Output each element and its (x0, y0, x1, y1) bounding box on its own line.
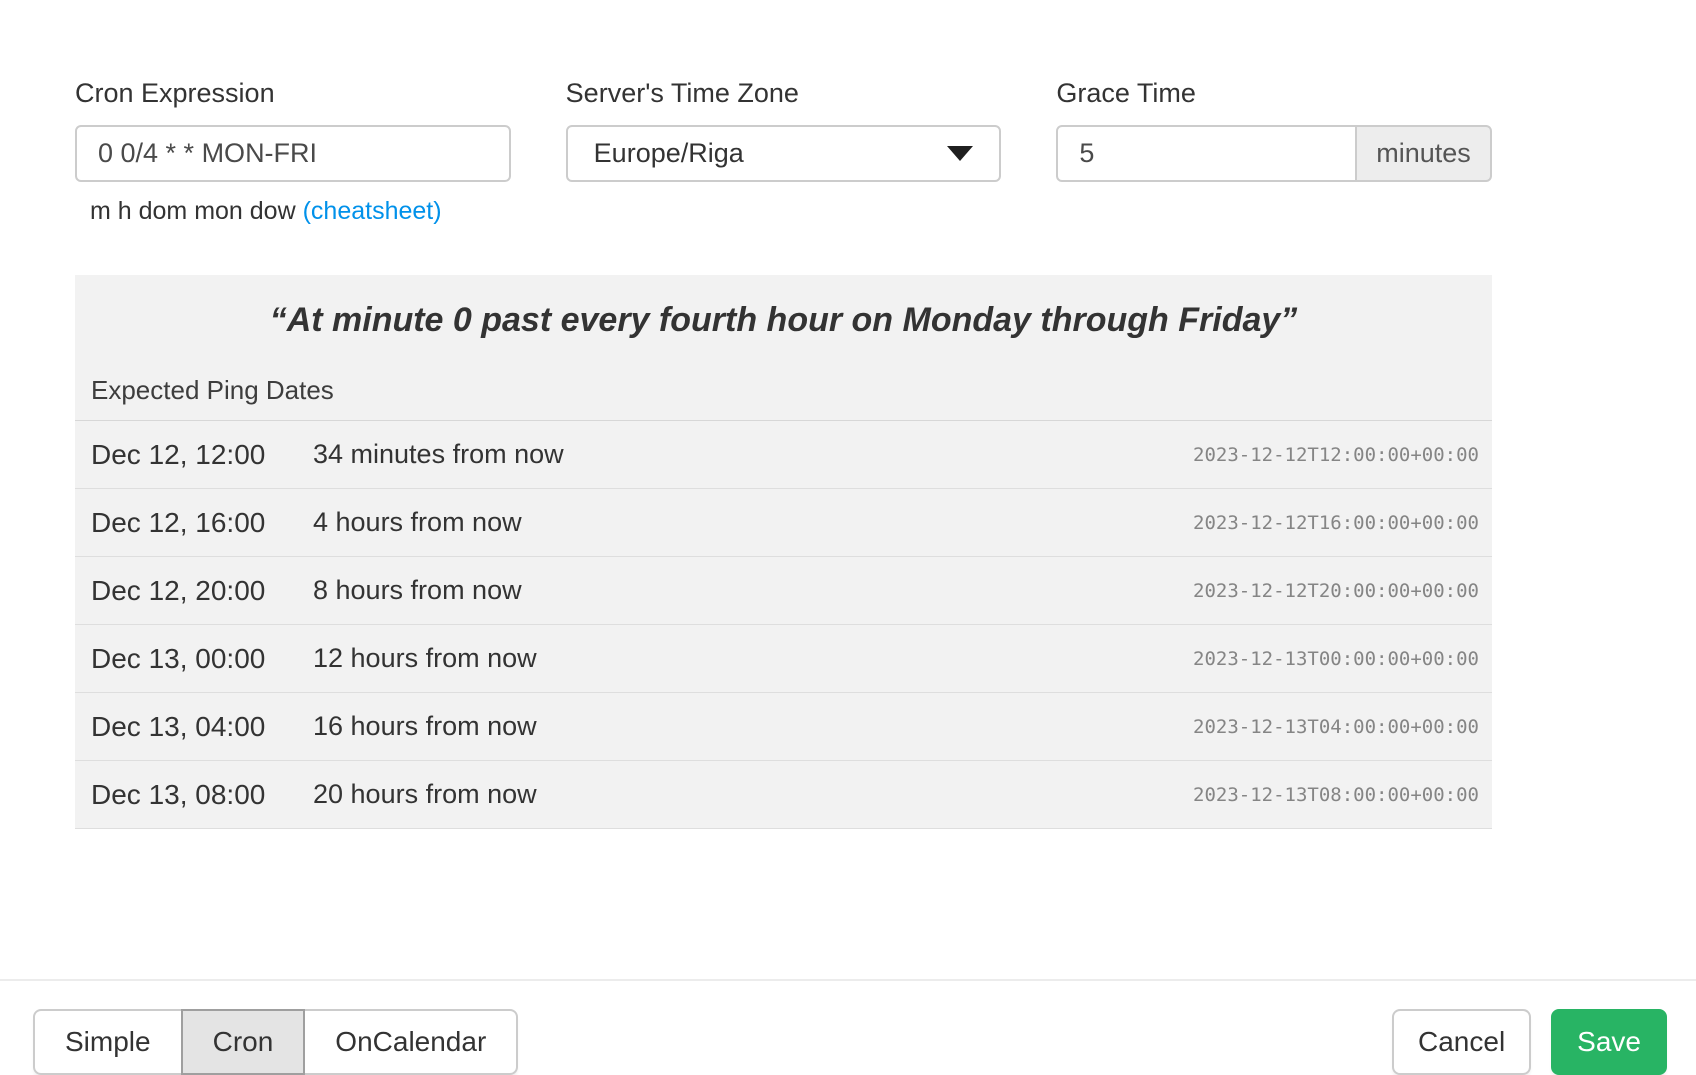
timezone-selected-value: Europe/Riga (593, 138, 744, 168)
footer-divider (0, 979, 1696, 981)
footer-action-buttons: Cancel Save (1392, 1009, 1667, 1075)
cancel-button[interactable]: Cancel (1392, 1009, 1532, 1075)
expected-ping-dates-table: Dec 12, 12:00 34 minutes from now 2023-1… (75, 420, 1492, 829)
grace-time-input[interactable] (1056, 125, 1358, 182)
ping-relative-time: 34 minutes from now (313, 439, 564, 469)
cron-expression-field: Cron Expression m h dom mon dow (cheatsh… (75, 78, 511, 226)
ping-relative-time: 12 hours from now (313, 643, 537, 673)
timezone-select[interactable]: Europe/Riga (565, 125, 1002, 182)
dialog-footer: Simple Cron OnCalendar Cancel Save (0, 981, 1696, 1075)
ping-iso-timestamp: 2023-12-13T00:00:00+00:00 (1193, 647, 1479, 670)
schedule-fields-row: Cron Expression m h dom mon dow (cheatsh… (75, 78, 1493, 226)
schedule-mode-group: Simple Cron OnCalendar (33, 1009, 519, 1075)
grace-time-field: Grace Time minutes (1056, 78, 1493, 226)
ping-date-row: Dec 12, 16:00 4 hours from now 2023-12-1… (75, 489, 1492, 557)
cron-helper-text: m h dom mon dow (cheatsheet) (90, 197, 511, 226)
cheatsheet-link[interactable]: (cheatsheet) (302, 197, 442, 225)
grace-time-input-group: minutes (1056, 125, 1493, 182)
ping-relative-time: 8 hours from now (313, 575, 522, 605)
ping-date-row: Dec 12, 12:00 34 minutes from now 2023-1… (75, 421, 1492, 489)
ping-iso-timestamp: 2023-12-12T20:00:00+00:00 (1193, 579, 1479, 602)
ping-date-row: Dec 13, 08:00 20 hours from now 2023-12-… (75, 761, 1492, 829)
ping-date: Dec 13, 04:00 (91, 710, 266, 742)
ping-iso-timestamp: 2023-12-13T08:00:00+00:00 (1193, 783, 1479, 806)
cron-field-order-hint: m h dom mon dow (90, 197, 296, 225)
ping-date: Dec 12, 16:00 (91, 506, 266, 538)
schedule-preview-panel: “At minute 0 past every fourth hour on M… (75, 275, 1492, 829)
save-button[interactable]: Save (1551, 1009, 1667, 1075)
ping-iso-timestamp: 2023-12-12T12:00:00+00:00 (1193, 443, 1479, 466)
timezone-label: Server's Time Zone (565, 78, 799, 108)
ping-relative-time: 4 hours from now (313, 507, 522, 537)
schedule-dialog-body: Cron Expression m h dom mon dow (cheatsh… (75, 0, 1493, 829)
caret-down-icon (947, 146, 974, 161)
ping-date: Dec 13, 00:00 (91, 642, 266, 674)
ping-date: Dec 12, 20:00 (91, 574, 266, 606)
ping-iso-timestamp: 2023-12-12T16:00:00+00:00 (1193, 511, 1479, 534)
ping-date-row: Dec 12, 20:00 8 hours from now 2023-12-1… (75, 557, 1492, 625)
mode-button-simple[interactable]: Simple (33, 1009, 183, 1075)
ping-date: Dec 13, 08:00 (91, 778, 266, 810)
ping-date-row: Dec 13, 04:00 16 hours from now 2023-12-… (75, 693, 1492, 761)
cron-expression-label: Cron Expression (75, 78, 275, 108)
mode-button-cron[interactable]: Cron (180, 1009, 306, 1075)
cron-description: “At minute 0 past every fourth hour on M… (269, 301, 1298, 339)
cron-expression-input[interactable] (75, 125, 511, 182)
ping-date: Dec 12, 12:00 (91, 438, 266, 470)
ping-relative-time: 16 hours from now (313, 711, 537, 741)
mode-button-oncalendar[interactable]: OnCalendar (303, 1009, 519, 1075)
grace-time-label: Grace Time (1056, 78, 1196, 108)
ping-relative-time: 20 hours from now (313, 779, 537, 809)
ping-iso-timestamp: 2023-12-13T04:00:00+00:00 (1193, 715, 1479, 738)
ping-date-row: Dec 13, 00:00 12 hours from now 2023-12-… (75, 625, 1492, 693)
timezone-field: Server's Time Zone Europe/Riga (565, 78, 1002, 226)
grace-time-unit: minutes (1357, 125, 1493, 182)
expected-ping-dates-heading: Expected Ping Dates (91, 375, 334, 405)
